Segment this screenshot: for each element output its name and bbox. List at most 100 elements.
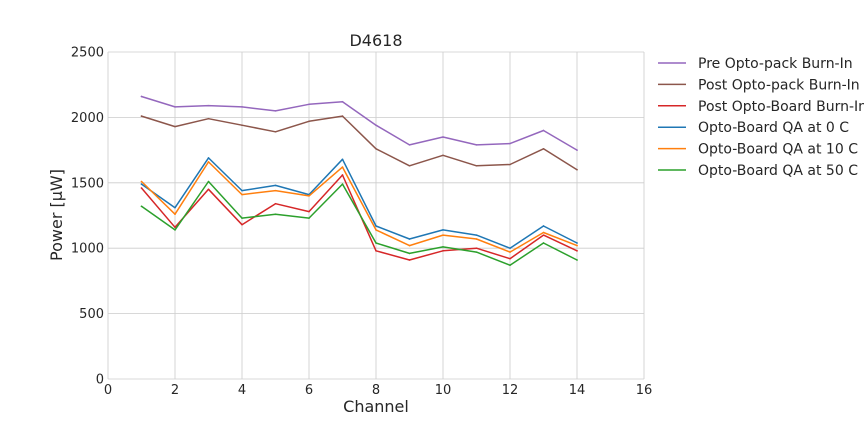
data-point xyxy=(308,103,310,106)
x-tick-label: 8 xyxy=(372,383,380,398)
x-tick-label: 0 xyxy=(104,383,112,398)
data-point xyxy=(308,210,310,213)
series-line-1 xyxy=(140,95,578,151)
data-point xyxy=(375,124,377,127)
data-point xyxy=(341,158,344,161)
y-tick-label: 500 xyxy=(79,307,104,322)
data-point xyxy=(509,142,511,145)
series-line-5 xyxy=(140,161,578,253)
data-point xyxy=(542,129,545,132)
x-axis-title: Channel xyxy=(343,397,409,416)
data-point xyxy=(174,125,176,128)
data-point xyxy=(241,193,243,196)
data-point xyxy=(542,147,545,150)
data-point xyxy=(207,188,210,191)
x-tick-label: 4 xyxy=(238,383,246,398)
data-point xyxy=(408,144,411,146)
y-tick-label: 1500 xyxy=(71,176,104,191)
data-point xyxy=(140,115,143,117)
data-point xyxy=(375,225,377,227)
data-point xyxy=(475,144,478,146)
legend-label: Opto-Board QA at 0 C xyxy=(698,120,849,136)
data-point xyxy=(408,252,411,255)
data-point xyxy=(174,206,176,209)
y-tick-label: 0 xyxy=(96,373,104,388)
data-point xyxy=(475,164,478,167)
series-line-4 xyxy=(140,157,578,249)
legend-label: Opto-Board QA at 50 C xyxy=(698,163,858,179)
data-point xyxy=(576,242,578,244)
data-point xyxy=(509,257,511,260)
data-point xyxy=(308,120,310,123)
data-point xyxy=(274,110,277,112)
data-point xyxy=(576,250,578,252)
data-point xyxy=(207,117,210,120)
data-point xyxy=(408,164,411,167)
y-tick-label: 1000 xyxy=(71,242,104,257)
legend-label: Opto-Board QA at 10 C xyxy=(698,142,858,158)
data-point xyxy=(375,229,377,231)
data-point xyxy=(274,189,277,192)
axes: 0 2 4 6 8 10 12 14 16 0 500 1000 1500 2000 2500 xyxy=(71,46,652,399)
y-tick-label: 2000 xyxy=(71,111,104,126)
x-tick-label: 14 xyxy=(569,383,586,398)
data-point xyxy=(576,149,578,151)
data-point xyxy=(576,244,578,247)
data-point xyxy=(341,115,344,117)
legend-label: Post Opto-pack Burn-In xyxy=(698,77,860,93)
data-point xyxy=(341,100,344,103)
data-point xyxy=(207,180,210,183)
series-line-6 xyxy=(140,180,578,266)
data-point xyxy=(308,195,310,197)
legend: Pre Opto-pack Burn-In Post Opto-pack Burn… xyxy=(658,56,864,179)
chart-title: D4618 xyxy=(349,31,402,50)
data-point xyxy=(241,223,243,226)
data-point xyxy=(341,174,344,176)
data-point xyxy=(140,183,143,185)
data-point xyxy=(442,154,444,157)
data-point xyxy=(408,244,411,247)
data-point xyxy=(207,104,210,107)
data-point xyxy=(241,106,243,108)
data-point xyxy=(308,217,310,219)
data-point xyxy=(207,157,210,159)
data-point xyxy=(408,238,411,240)
data-point xyxy=(140,187,143,189)
data-point xyxy=(274,202,277,205)
data-point xyxy=(341,183,344,185)
data-point xyxy=(274,130,277,133)
data-point xyxy=(576,168,578,171)
data-point xyxy=(241,124,243,127)
data-point xyxy=(442,234,444,236)
data-point xyxy=(576,259,578,261)
data-point xyxy=(375,147,377,150)
data-point xyxy=(274,184,277,187)
data-point xyxy=(542,242,545,244)
data-point xyxy=(509,264,511,267)
data-point xyxy=(442,250,444,252)
data-point xyxy=(542,225,545,227)
data-point xyxy=(408,259,411,261)
data-point xyxy=(174,106,176,108)
data-point xyxy=(241,189,243,192)
grid xyxy=(107,51,645,380)
data-point xyxy=(174,226,176,229)
x-tick-label: 6 xyxy=(305,383,313,398)
data-point xyxy=(341,166,344,168)
data-point xyxy=(542,234,545,236)
x-tick-label: 10 xyxy=(435,383,452,398)
data-point xyxy=(475,238,478,240)
data-point xyxy=(442,136,444,138)
x-tick-label: 12 xyxy=(502,383,519,398)
y-tick-label: 2500 xyxy=(71,46,104,61)
data-point xyxy=(442,246,444,248)
data-point xyxy=(140,95,143,98)
series-line-2 xyxy=(140,115,578,171)
data-point xyxy=(375,242,377,244)
data-point xyxy=(207,161,210,163)
x-tick-label: 2 xyxy=(171,383,179,398)
data-point xyxy=(274,213,277,215)
legend-label: Post Opto-Board Burn-In xyxy=(698,99,864,115)
